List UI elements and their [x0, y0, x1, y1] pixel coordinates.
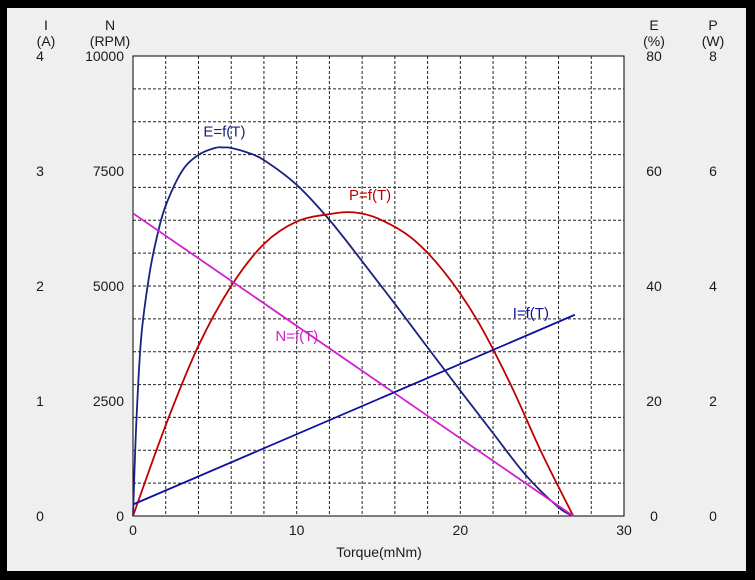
x-axis-title: Torque(mNm) [336, 544, 422, 560]
grid-lines [133, 56, 624, 516]
x-tick-label: 20 [453, 522, 469, 538]
speed-tick-label: 5000 [93, 278, 124, 294]
efficiency-tick-label: 60 [646, 163, 662, 179]
series-label-speed: N=f(T) [275, 328, 318, 345]
series-label-current: I=f(T) [513, 305, 549, 322]
series-label-power: P=f(T) [349, 187, 391, 204]
efficiency-tick-label: 20 [646, 393, 662, 409]
series-label-efficiency: E=f(T) [203, 124, 245, 141]
x-tick-label: 10 [289, 522, 305, 538]
series-line-current [132, 313, 576, 506]
power-tick-label: 6 [709, 163, 717, 179]
speed-tick-label: 2500 [93, 393, 124, 409]
current-axis-unit: (A) [37, 33, 56, 49]
power-tick-label: 0 [709, 508, 717, 524]
motor-characteristic-chart: E=f(T) P=f(T) N=f(T) I=f(T) I (A) N (RPM) E… [36, 17, 725, 560]
efficiency-tick-label: 0 [650, 508, 658, 524]
speed-tick-label: 0 [116, 508, 124, 524]
current-tick-label: 4 [36, 48, 44, 64]
x-tick-label: 30 [616, 522, 632, 538]
current-tick-label: 0 [36, 508, 44, 524]
x-tick-label: 0 [129, 522, 137, 538]
current-tick-label: 3 [36, 163, 44, 179]
power-tick-label: 2 [709, 393, 717, 409]
current-axis-symbol: I [44, 17, 48, 33]
series-line-speed [132, 212, 574, 517]
speed-tick-label: 10000 [85, 48, 124, 64]
efficiency-tick-label: 40 [646, 278, 662, 294]
chart-panel: E=f(T) P=f(T) N=f(T) I=f(T) I (A) N (RPM) E… [7, 8, 746, 571]
speed-axis-symbol: N [105, 17, 115, 33]
efficiency-axis-unit: (%) [643, 33, 665, 49]
power-axis-unit: (W) [702, 33, 725, 49]
speed-axis-unit: (RPM) [90, 33, 130, 49]
power-tick-label: 4 [709, 278, 717, 294]
power-tick-label: 8 [709, 48, 717, 64]
speed-tick-label: 7500 [93, 163, 124, 179]
efficiency-tick-label: 80 [646, 48, 662, 64]
current-tick-label: 1 [36, 393, 44, 409]
power-axis-symbol: P [708, 17, 717, 33]
series-labels: E=f(T) P=f(T) N=f(T) I=f(T) [203, 124, 549, 346]
efficiency-axis-symbol: E [649, 17, 658, 33]
series-lines [132, 146, 576, 517]
series-line-efficiency [132, 146, 574, 517]
axis-labels: I (A) N (RPM) E (%) P (W) Torque(mNm) [37, 17, 725, 560]
current-tick-label: 2 [36, 278, 44, 294]
series-line-power [132, 211, 575, 517]
